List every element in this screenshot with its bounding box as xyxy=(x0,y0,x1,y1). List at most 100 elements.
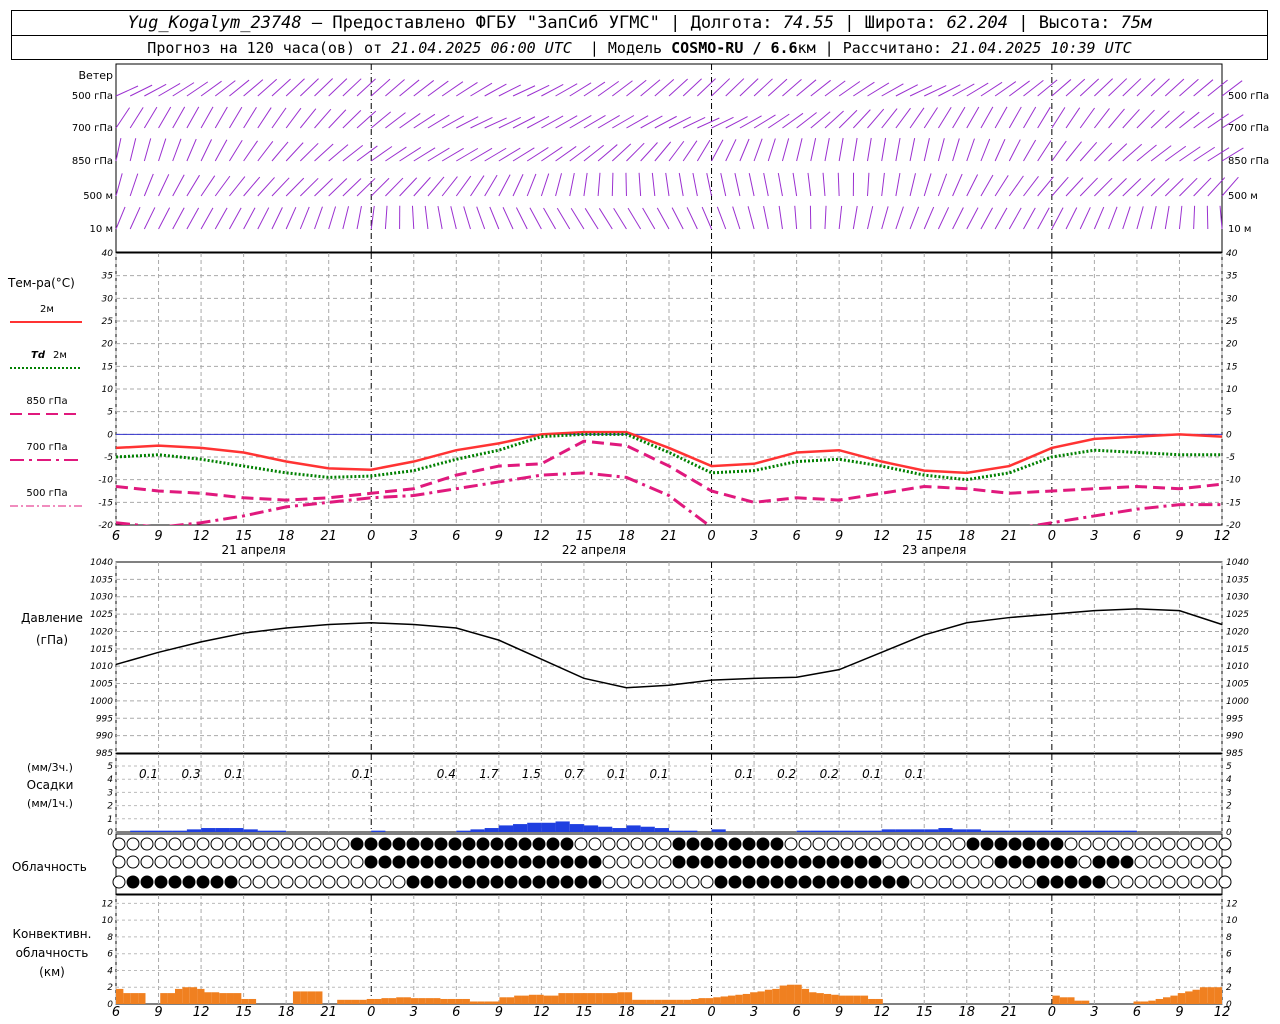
wind-barb xyxy=(1122,109,1140,129)
temp-ytick-right-11: -15 xyxy=(1226,498,1241,508)
conv-bar-57 xyxy=(536,994,544,1004)
conv-bar-7 xyxy=(167,993,175,1004)
wind-barb xyxy=(584,208,599,230)
cloud-symbol xyxy=(518,837,532,851)
cloud-symbol xyxy=(784,875,798,889)
cloud-symbol xyxy=(504,855,518,869)
conv-bar-9 xyxy=(182,987,190,1004)
wind-barb xyxy=(966,138,975,162)
wind-barb xyxy=(895,137,901,162)
temp-ytick-left-11: -15 xyxy=(98,498,113,508)
conv-bar-65 xyxy=(595,993,603,1004)
cloud-symbol xyxy=(616,837,630,851)
cloud-symbol xyxy=(490,875,504,889)
wind-barb xyxy=(314,206,323,230)
cloud-symbol xyxy=(224,875,238,889)
legend-700: 700 гПа xyxy=(26,442,67,453)
precip-total-1: 0.3 xyxy=(182,767,201,781)
conv-bar-93 xyxy=(801,988,810,1004)
wind-barb xyxy=(1108,143,1128,162)
precip-bar-60 xyxy=(966,829,981,832)
wind-barb xyxy=(1179,146,1201,162)
wind-barb xyxy=(1008,106,1022,129)
wind-barb xyxy=(824,110,844,129)
cloud-symbol xyxy=(672,875,686,889)
wind-barb xyxy=(994,207,1008,230)
wind-barb xyxy=(1051,79,1072,97)
wind-barb xyxy=(285,142,304,162)
conv-bar-98 xyxy=(838,995,846,1004)
wind-barb xyxy=(370,111,392,129)
wind-barb xyxy=(399,177,418,197)
legend-2m: 2м xyxy=(40,304,54,315)
wind-barb xyxy=(665,172,670,197)
cloud-symbol xyxy=(700,855,714,869)
wind-barb xyxy=(370,78,391,97)
precip-total-7: 0.7 xyxy=(564,767,583,781)
cloud-symbol xyxy=(252,875,266,889)
conv-bar-94 xyxy=(809,992,817,1004)
wind-barb xyxy=(1179,111,1200,129)
wind-barb xyxy=(739,138,750,162)
wind-barb xyxy=(938,84,961,97)
forecast-start: 21.04.2025 06:00 UTC xyxy=(391,39,572,57)
conv-bar-66 xyxy=(602,993,611,1004)
conv-bar-6 xyxy=(160,993,168,1004)
cloud-symbol xyxy=(1120,837,1134,851)
wind-barb xyxy=(701,206,712,230)
cloud-symbol xyxy=(1218,837,1232,851)
precip-total-13: 0.1 xyxy=(862,767,881,781)
wind-barb xyxy=(441,81,464,97)
cloud-symbol xyxy=(364,837,378,851)
wind-barb xyxy=(692,172,698,197)
wind-barb xyxy=(1136,178,1156,197)
wind-barb xyxy=(777,172,783,197)
cloud-symbol xyxy=(280,837,294,851)
time-tick-1-13: 21 xyxy=(661,1005,678,1020)
cloud-symbol xyxy=(1008,875,1022,889)
conv-label-2: (км) xyxy=(39,965,65,979)
cloud-symbol xyxy=(938,855,952,869)
conv-bar-50 xyxy=(484,1001,493,1004)
wind-barb xyxy=(243,79,264,97)
temp-ytick-left-5: 15 xyxy=(102,362,114,372)
conv-bar-140 xyxy=(1148,1000,1156,1004)
precip-bar-6 xyxy=(201,828,216,832)
cloud-symbol xyxy=(1106,855,1120,869)
cloud-symbol xyxy=(420,837,434,851)
conv-bar-32 xyxy=(351,999,360,1004)
cloud-symbol xyxy=(966,837,980,851)
wind-barb xyxy=(1108,206,1118,230)
cloud-symbol xyxy=(770,837,784,851)
conv-bar-131 xyxy=(1081,1000,1090,1004)
wind-barb xyxy=(895,172,901,197)
wind-barb xyxy=(767,113,790,129)
precip-bar-57 xyxy=(924,829,939,832)
cloud-symbol xyxy=(616,875,630,889)
precip-bar-3 xyxy=(158,830,173,832)
cloud-symbol xyxy=(798,837,812,851)
conv-bar-35 xyxy=(374,998,382,1004)
time-tick-1-6: 0 xyxy=(367,1005,375,1020)
cloud-symbol xyxy=(868,855,882,869)
pres-ytick-right-3: 1025 xyxy=(1226,610,1249,620)
wind-barb xyxy=(1221,114,1244,129)
wind-barb xyxy=(186,106,200,129)
wind-barb xyxy=(853,81,875,97)
wind-barb xyxy=(555,146,577,162)
wind-barb xyxy=(895,206,904,230)
cloud-symbol xyxy=(350,837,364,851)
time-tick-1-5: 21 xyxy=(320,1005,337,1020)
wind-barb xyxy=(129,206,141,230)
wind-level-right-4: 10 м xyxy=(1228,224,1251,235)
wind-barb xyxy=(257,107,272,129)
header-dash: — xyxy=(311,13,323,33)
conv-bar-24 xyxy=(292,991,301,1004)
cloud-symbol xyxy=(756,837,770,851)
precip-bar-69 xyxy=(1094,830,1109,832)
labels-layer: 6 9 12 15 18 21 0 3 6 9 12 15 18 21 0 3 6 9 12 15 18 21 0 3 6 9 12… xyxy=(7,69,1269,1020)
wind-barb xyxy=(498,174,511,197)
cloud-symbol xyxy=(420,855,434,869)
wind-barb xyxy=(711,78,731,97)
conv-bar-48 xyxy=(469,1001,478,1004)
